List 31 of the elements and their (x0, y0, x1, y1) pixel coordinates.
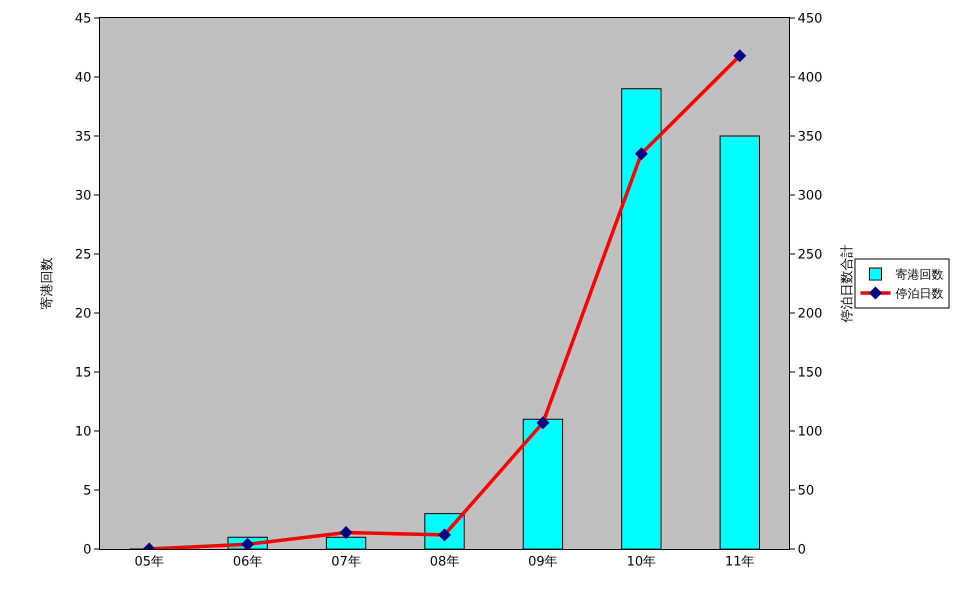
y2-tick-label: 200 (798, 306, 822, 322)
y-axis-title: 寄港回数 (38, 258, 55, 310)
x-tick-label: 08年 (430, 554, 460, 570)
x-tick-label: 09年 (528, 554, 558, 570)
y-tick-label: 5 (83, 484, 92, 499)
x-tick-label: 06年 (232, 554, 262, 570)
y-tick-label: 10 (74, 424, 92, 440)
y-tick-label: 20 (74, 306, 92, 322)
y-tick-label: 45 (74, 12, 92, 27)
y-tick-label: 25 (74, 248, 92, 263)
y-tick-label: 40 (74, 70, 92, 86)
y2-tick-label: 250 (798, 248, 822, 263)
y-tick-label: 30 (74, 188, 92, 204)
legend-label: 停泊日数 (895, 286, 944, 301)
x-tick-label: 11年 (725, 554, 755, 570)
y-tick-label: 15 (74, 366, 92, 381)
x-tick-label: 05年 (134, 554, 164, 570)
y2-tick-label: 350 (798, 130, 822, 145)
legend-label: 寄港回数 (895, 268, 944, 282)
x-tick-label: 07年 (331, 554, 361, 570)
y2-axis-title: 停泊日数合計 (840, 244, 856, 322)
y-tick-label: 0 (83, 542, 92, 558)
y2-tick-label: 150 (798, 366, 822, 381)
y2-tick-label: 50 (798, 484, 814, 499)
y2-tick-label: 450 (798, 12, 822, 27)
y2-tick-label: 300 (798, 188, 822, 204)
y2-tick-label: 0 (798, 542, 806, 558)
x-tick-label: 10年 (626, 554, 656, 570)
y-tick-label: 35 (74, 130, 92, 145)
y2-tick-label: 100 (798, 424, 822, 440)
y2-tick-label: 400 (798, 70, 822, 86)
